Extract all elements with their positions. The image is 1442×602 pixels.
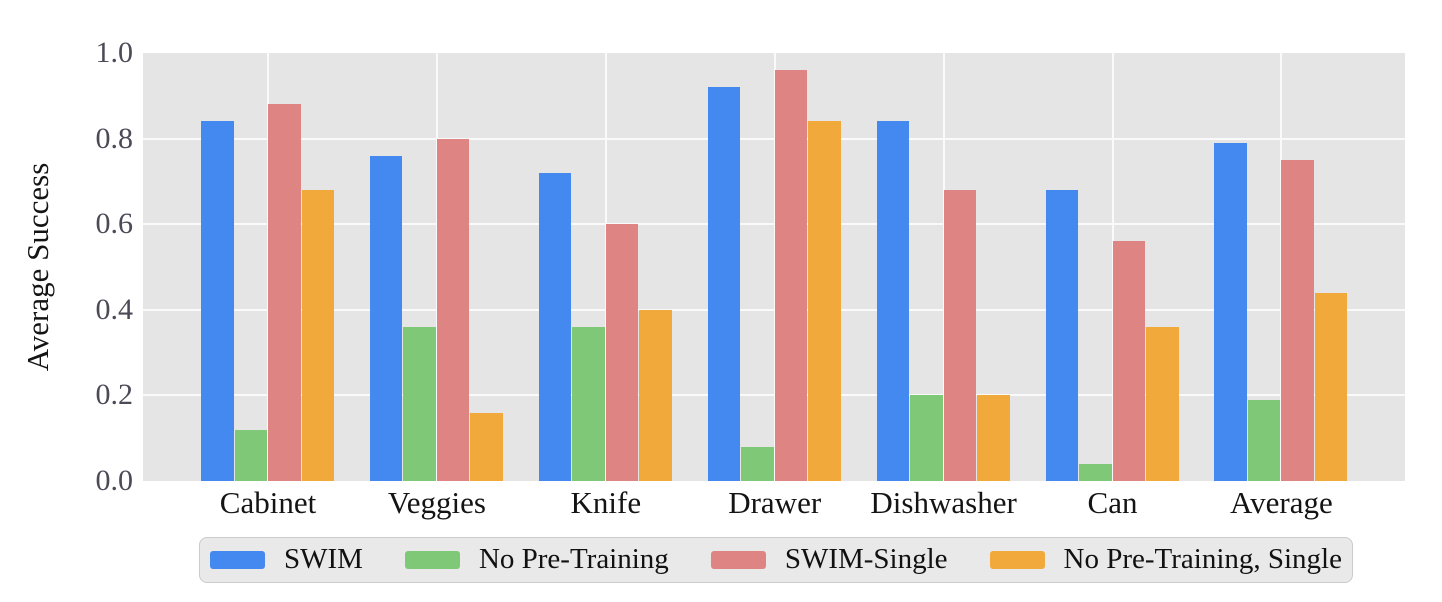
bar-swim-can <box>1045 189 1078 481</box>
y-tick-label: 0.0 <box>95 464 134 497</box>
legend-item-no-pre-training-single: No Pre-Training, Single <box>989 542 1342 576</box>
legend-swatch-swim <box>210 551 265 569</box>
legend-label: No Pre-Training, Single <box>1063 542 1342 575</box>
bar-no-pre-training-can <box>1079 463 1112 481</box>
bar-swim-drawer <box>707 87 741 481</box>
bar-no-pre-training-veggies <box>403 326 436 481</box>
x-category-label-average: Average <box>1230 485 1333 520</box>
bar-swim-average <box>1214 142 1247 481</box>
bar-swim-single-cabinet <box>268 104 301 481</box>
legend-label: SWIM <box>284 542 363 575</box>
legend-item-no-pre-training: No Pre-Training <box>404 542 669 576</box>
bar-no-pre-training-single-dishwasher <box>977 395 1010 481</box>
bar-swim-single-drawer <box>774 70 808 481</box>
bar-no-pre-training-single-drawer <box>808 121 841 481</box>
legend-label: SWIM-Single <box>784 542 948 575</box>
x-category-label-dishwasher: Dishwasher <box>870 485 1017 520</box>
legend-swatch-no-pre-training-single <box>989 551 1045 569</box>
bar-no-pre-training-drawer <box>741 446 774 481</box>
x-category-label-veggies: Veggies <box>387 485 486 520</box>
legend-swatch-swim-single <box>710 551 766 569</box>
bar-swim-knife <box>538 172 572 481</box>
x-axis-category-labels: Cabinet Veggies Knife Drawer Dishwasher Can Av… <box>0 485 1442 526</box>
bar-no-pre-training-cabinet <box>234 429 267 481</box>
bar-swim-veggies <box>369 155 403 481</box>
x-category-label-knife: Knife <box>570 485 642 520</box>
bar-swim-single-veggies <box>436 138 470 481</box>
y-axis-tick-labels: 0.0 0.2 0.4 0.6 0.8 1.0 <box>0 38 134 496</box>
x-category-label-can: Can <box>1087 485 1138 520</box>
x-category-label-cabinet: Cabinet <box>219 485 317 520</box>
bar-no-pre-training-knife <box>572 326 605 481</box>
bar-swim-single-average <box>1281 160 1314 481</box>
bar-swim-single-dishwasher <box>943 189 977 481</box>
bar-no-pre-training-single-can <box>1146 326 1179 481</box>
legend-item-swim: SWIM <box>210 542 363 576</box>
bar-swim-single-can <box>1112 241 1145 481</box>
y-tick-label: 0.6 <box>95 207 134 241</box>
y-tick-label: 1.0 <box>95 36 134 69</box>
bar-swim-cabinet <box>201 121 234 481</box>
y-tick-label: 0.8 <box>95 121 134 155</box>
bar-no-pre-training-single-average <box>1314 292 1348 481</box>
bar-swim-dishwasher <box>876 121 910 481</box>
bar-no-pre-training-average <box>1247 399 1281 481</box>
x-category-label-drawer: Drawer <box>728 485 822 520</box>
y-tick-label: 0.4 <box>95 292 134 326</box>
legend-label: No Pre-Training <box>478 542 669 575</box>
legend-item-swim-single: SWIM-Single <box>710 542 948 576</box>
bar-swim-single-knife <box>605 224 639 481</box>
legend-swatch-no-pre-training <box>404 551 460 569</box>
bar-no-pre-training-single-knife <box>639 309 672 481</box>
bar-no-pre-training-single-veggies <box>470 412 503 481</box>
legend: SWIM No Pre-Training SWIM-Single No Pre-Tra… <box>199 537 1353 583</box>
y-tick-label: 0.2 <box>95 378 134 412</box>
plot-area <box>143 53 1405 481</box>
bar-no-pre-training-dishwasher <box>910 395 943 481</box>
bar-no-pre-training-single-cabinet <box>301 189 334 481</box>
